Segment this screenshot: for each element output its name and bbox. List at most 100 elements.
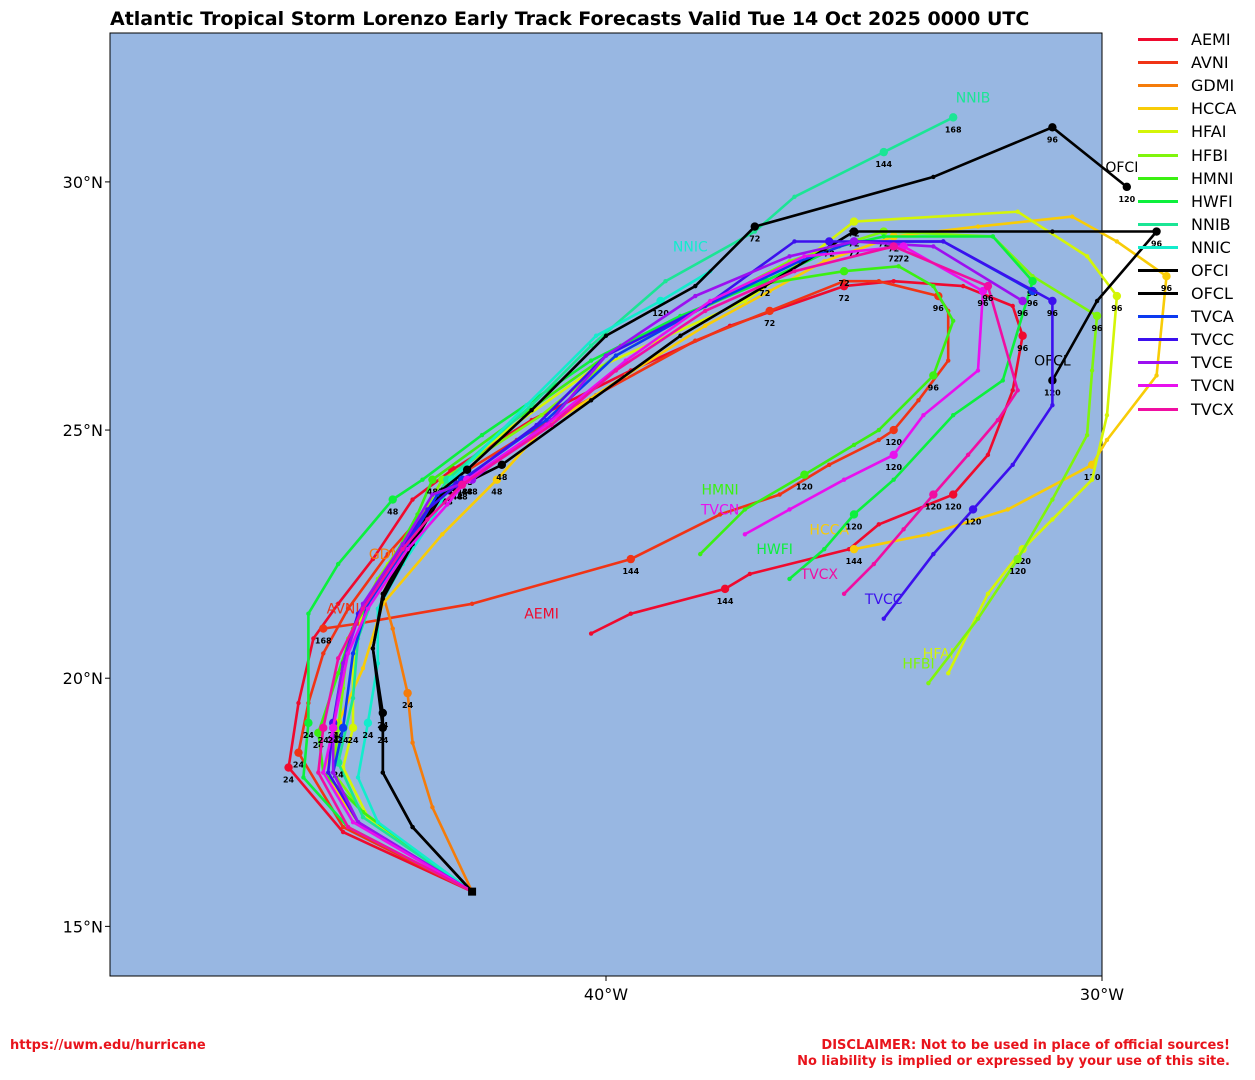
forecast-hour-label: 96 — [928, 383, 940, 392]
legend-swatch — [1138, 338, 1178, 342]
track-point-tvcn — [445, 502, 450, 507]
track-label-aemi: AEMI — [524, 607, 559, 623]
legend-label: TVCX — [1191, 399, 1234, 419]
track-point-nnic — [375, 661, 381, 666]
track-point-ofci — [693, 283, 698, 289]
track-point-tvcx — [549, 422, 554, 428]
forecast-hour-marker-aemi — [284, 763, 293, 772]
track-point-tvcn — [345, 651, 351, 656]
track-line-tvce — [331, 240, 1024, 893]
track-point-avni — [340, 824, 346, 830]
track-tvcn: 24 48 72 96 120 TVCN — [321, 242, 989, 894]
track-point-hmni — [931, 283, 936, 289]
track-point-aemi — [296, 700, 301, 706]
track-point-hfai — [1084, 254, 1090, 259]
track-point-avni — [385, 551, 390, 557]
forecast-hour-marker-nnib — [879, 147, 888, 157]
track-point-tvca — [350, 651, 356, 656]
track-point-tvcx — [965, 452, 971, 458]
legend-swatch — [1138, 130, 1178, 134]
track-point-aemi — [1010, 303, 1015, 309]
forecast-hour-marker-ofcl — [849, 227, 859, 236]
forecast-hour-label: 96 — [1017, 344, 1029, 353]
forecast-hour-marker-hcca — [1162, 271, 1171, 281]
track-tvcx: 24 48 72 96 120 TVCX — [316, 242, 1020, 894]
track-point-aemi — [985, 452, 991, 458]
forecast-hour-marker-tvcx — [983, 281, 993, 291]
forecast-hour-label: 120 — [1014, 557, 1031, 566]
forecast-hour-marker-tvcc — [1048, 296, 1057, 306]
track-label-tvcx: TVCX — [800, 567, 839, 583]
track-point-tvcx — [613, 368, 619, 373]
track-label-nnic: NNIC — [673, 239, 708, 255]
legend-item-ofcl: OFCL — [1138, 282, 1236, 305]
track-point-tvcn — [321, 770, 326, 775]
forecast-hour-label: 72 — [839, 294, 850, 303]
track-point-ofcl — [678, 333, 683, 338]
track-point-tvcx — [901, 527, 906, 532]
forecast-hour-marker-ofci — [750, 222, 759, 231]
track-point-tvcn — [841, 477, 847, 482]
track-point-hwfi — [990, 234, 996, 239]
track-point-tvcc — [931, 551, 936, 557]
source-url[interactable]: https://uwm.edu/hurricane — [10, 1038, 206, 1053]
track-point-nnib — [529, 403, 534, 408]
track-point-aemi — [960, 283, 966, 289]
track-point-aemi — [340, 829, 346, 835]
track-label-hmni: HMNI — [701, 483, 738, 499]
legend-label: HWFI — [1191, 191, 1233, 211]
track-point-aemi — [1010, 388, 1015, 393]
track-point-tvcx — [400, 546, 405, 552]
forecast-hour-marker-hwfi — [388, 495, 397, 504]
track-point-hfai — [1015, 209, 1020, 214]
forecast-hour-marker-gdmi — [403, 688, 412, 698]
legend-label: OFCI — [1191, 260, 1229, 280]
legend-item-hfai: HFAI — [1138, 120, 1236, 143]
forecast-hour-marker-tvcn — [889, 450, 898, 460]
legend-label: TVCN — [1191, 376, 1235, 396]
forecast-hour-label: 48 — [496, 473, 508, 482]
chart-title: Atlantic Tropical Storm Lorenzo Early Tr… — [110, 8, 1030, 30]
track-point-tvcn — [365, 606, 371, 611]
track-point-tvce — [430, 492, 435, 497]
track-point-tvca — [613, 353, 619, 358]
legend-swatch — [1138, 315, 1178, 319]
track-point-tvcc — [792, 239, 797, 244]
forecast-hour-label: 120 — [885, 463, 902, 472]
track-point-tvcn — [787, 507, 792, 512]
forecast-hour-marker-ofci — [1122, 182, 1132, 192]
forecast-hour-label: 120 — [965, 517, 982, 526]
track-point-hwfi — [479, 432, 485, 438]
track-point-tvcx — [841, 591, 847, 597]
forecast-hour-label: 144 — [875, 160, 892, 169]
forecast-hour-marker-hmni — [428, 475, 437, 484]
forecast-hour-label: 72 — [848, 249, 859, 258]
track-point-tvcx — [425, 517, 430, 522]
legend-swatch — [1138, 84, 1178, 88]
legend-item-hwfi: HWFI — [1138, 190, 1236, 213]
forecast-hour-label: 168 — [315, 637, 332, 646]
forecast-hour-label: 96 — [1091, 324, 1103, 333]
forecast-tracks: 24487296120144AEMI24487296120144168AVNI2… — [283, 90, 1173, 896]
legend-swatch — [1138, 268, 1178, 272]
forecast-hour-label: 24 — [303, 731, 315, 740]
track-point-tvcx — [995, 417, 1001, 423]
forecast-hour-label: 24 — [333, 771, 345, 780]
track-point-tvcn — [350, 819, 356, 825]
lon-tick-label: 30°W — [1080, 985, 1124, 1004]
forecast-hour-label: 96 — [1161, 284, 1173, 293]
disclaimer: DISCLAIMER: Not to be used in place of o… — [797, 1038, 1230, 1070]
forecast-hour-label: 48 — [447, 488, 459, 497]
track-point-avni — [321, 651, 326, 656]
track-point-tvce — [331, 770, 336, 775]
forecast-hour-label: 24 — [313, 741, 325, 750]
track-point-hfai — [946, 671, 951, 676]
forecast-hour-label: 48 — [462, 488, 474, 497]
forecast-hour-label: 24 — [328, 736, 340, 745]
legend-item-tvca: TVCA — [1138, 305, 1236, 328]
forecast-hour-label: 144 — [622, 567, 639, 576]
legend-item-tvce: TVCE — [1138, 351, 1236, 374]
legend-swatch — [1138, 176, 1178, 180]
legend-label: GDMI — [1191, 76, 1235, 96]
forecast-hour-label: 24 — [402, 701, 414, 710]
